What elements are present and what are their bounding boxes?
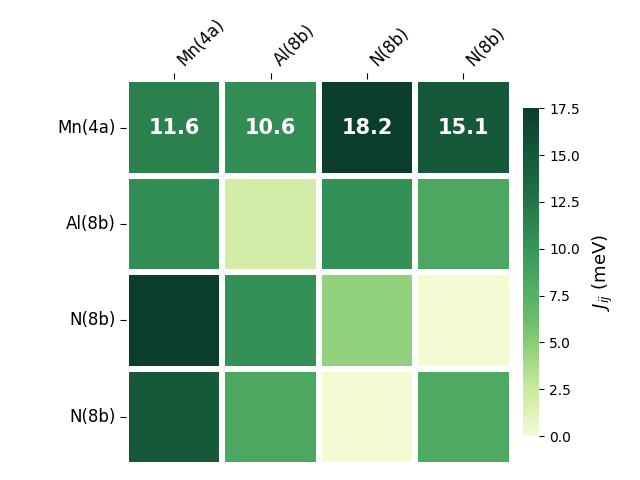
Text: 15.1: 15.1 <box>438 118 489 138</box>
Text: 18.2: 18.2 <box>341 118 393 138</box>
Text: 11.6: 11.6 <box>148 118 200 138</box>
Text: 10.6: 10.6 <box>245 118 296 138</box>
Y-axis label: $J_{ij}$ (meV): $J_{ij}$ (meV) <box>591 234 615 311</box>
